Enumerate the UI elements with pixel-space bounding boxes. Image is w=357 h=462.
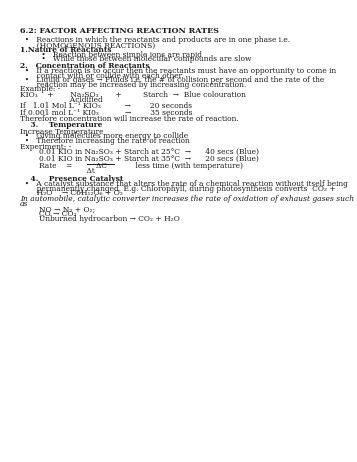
- Text: •   A catalyst substance that alters the rate of a chemical reaction without its: • A catalyst substance that alters the r…: [20, 180, 347, 188]
- Text: 0.01 KIO in Na₂SO₃ + Starch at 35°C  →      20 secs (Blue): 0.01 KIO in Na₂SO₃ + Starch at 35°C → 20…: [20, 155, 258, 163]
- Text: permanently changed. E.g. Chlorophyll, during photosynthesis converts  CO₂ +: permanently changed. E.g. Chlorophyll, d…: [20, 185, 335, 193]
- Text: Experiment: -: Experiment: -: [20, 143, 71, 151]
- Text: •   Reaction between simple ions are rapid: • Reaction between simple ions are rapid: [20, 51, 202, 59]
- Text: •   Liquid or gases → Fluids i.e. the # of collision per second and the rate of : • Liquid or gases → Fluids i.e. the # of…: [20, 76, 324, 84]
- Text: CO → CO₂: CO → CO₂: [20, 210, 76, 218]
- Text: •   Reactions in which the reactants and products are in one phase i.e.: • Reactions in which the reactants and p…: [20, 36, 290, 44]
- Text: as: as: [20, 200, 28, 207]
- Text: 4.    Presence Catalyst: 4. Presence Catalyst: [20, 175, 123, 182]
- Text: 3.    Temperature: 3. Temperature: [20, 121, 102, 129]
- Text: Acidified: Acidified: [20, 96, 102, 103]
- Text: Increase Temperature: Increase Temperature: [20, 128, 103, 135]
- Text: Unburned hydrocarbon → CO₂ + H₂O: Unburned hydrocarbon → CO₂ + H₂O: [20, 215, 180, 223]
- Text: Therefore concentration will increase the rate of reaction.: Therefore concentration will increase th…: [20, 115, 238, 122]
- Text: •   Therefore increasing the rate of reaction: • Therefore increasing the rate of react…: [20, 137, 189, 145]
- Text: If   1.01 Mol L⁻¹ KIO₃          →        20 seconds: If 1.01 Mol L⁻¹ KIO₃ → 20 seconds: [20, 102, 192, 110]
- Text: KIO₃    +       Na₂SO₃       +         Starch  →  Blue colouration: KIO₃ + Na₂SO₃ + Starch → Blue colouratio…: [20, 91, 246, 99]
- Text: H₂O    → C6H₁₂O₆ + O₂: H₂O → C6H₁₂O₆ + O₂: [20, 189, 122, 197]
- Text: •   Giving molecules more energy to collide: • Giving molecules more energy to collid…: [20, 132, 188, 140]
- Text: (HOMOGENOUS REACTIONS): (HOMOGENOUS REACTIONS): [20, 42, 155, 49]
- Text: NO → N₂ + O₂;: NO → N₂ + O₂;: [20, 206, 95, 213]
- Text: 0.01 KIO in Na₂SO₃ + Starch at 25°C  →      40 secs (Blue): 0.01 KIO in Na₂SO₃ + Starch at 25°C → 40…: [20, 148, 258, 156]
- Text: 2.   Concentration of Reactants: 2. Concentration of Reactants: [20, 62, 149, 70]
- Text: 1.Nature of Reactants: 1.Nature of Reactants: [20, 46, 111, 54]
- Text: Rate    =          ΔC            less time (with temperature): Rate = ΔC less time (with temperature): [20, 162, 243, 170]
- Text: contact with or collide with each other.: contact with or collide with each other.: [20, 72, 183, 79]
- Text: 6.2: FACTOR AFFECTING REACTION RATES: 6.2: FACTOR AFFECTING REACTION RATES: [20, 27, 218, 35]
- Text: reaction may be increased by increasing concentration.: reaction may be increased by increasing …: [20, 81, 246, 89]
- Text: •   If a reaction is to occur then the reactants must have an opportunity to com: • If a reaction is to occur then the rea…: [20, 67, 336, 75]
- Text: In automobile, catalytic converter increases the rate of oxidation of exhaust ga: In automobile, catalytic converter incre…: [20, 195, 354, 203]
- Text: Example: -: Example: -: [20, 85, 60, 93]
- Text: •   While those between molecular compounds are slow: • While those between molecular compound…: [20, 55, 251, 63]
- Text: If 0.001 mol L⁻¹ KI0₃           →        35 seconds: If 0.001 mol L⁻¹ KI0₃ → 35 seconds: [20, 109, 192, 116]
- Text: Δt: Δt: [20, 167, 94, 175]
